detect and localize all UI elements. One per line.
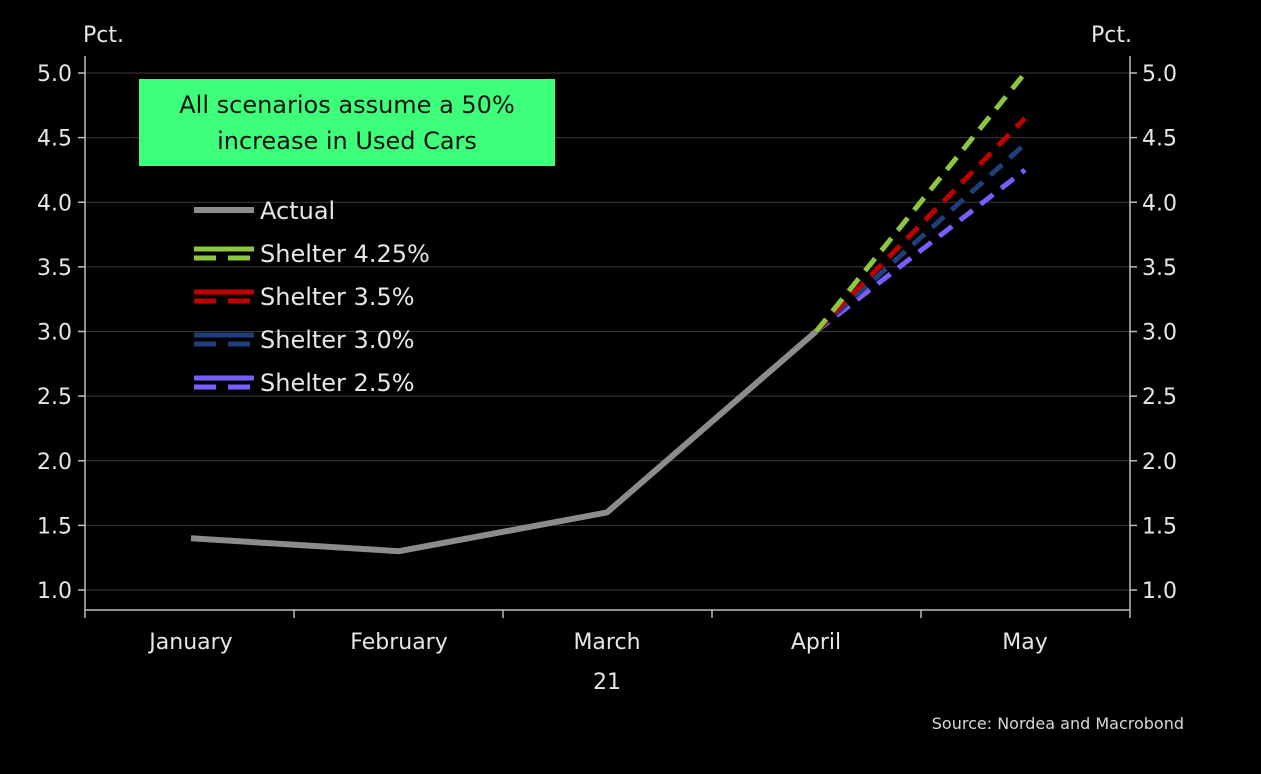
legend-label: Shelter 3.5% [260, 283, 415, 311]
annotation-box: All scenarios assume a 50% increase in Us… [139, 79, 555, 166]
y-tick-label-left: 2.5 [37, 385, 72, 410]
series-lines [190, 71, 1027, 555]
y-tick-label-left: 3.0 [37, 321, 72, 346]
y-tick-label-right: 2.0 [1142, 450, 1177, 475]
y-tick-label-left: 3.5 [37, 256, 72, 281]
y-tick-label-left: 5.0 [37, 62, 72, 87]
legend-label: Shelter 2.5% [260, 369, 415, 397]
annotation-text: increase in Used Cars [217, 127, 477, 155]
y-unit-left: Pct. [83, 23, 124, 48]
y-tick-label-right: 1.0 [1142, 579, 1177, 604]
y-tick-label-right: 2.5 [1142, 385, 1177, 410]
x-tick-label: January [147, 630, 232, 655]
y-tick-label-right: 3.5 [1142, 256, 1177, 281]
x-tick-label: February [350, 630, 448, 655]
x-group-label: 21 [593, 670, 621, 695]
y-tick-label-left: 1.5 [37, 514, 72, 539]
y-tick-label-right: 3.0 [1142, 321, 1177, 346]
x-tick-label: March [573, 630, 640, 655]
y-tick-label-right: 4.5 [1142, 127, 1177, 152]
series-line-4 [814, 167, 1027, 334]
axes [78, 56, 1137, 618]
annotation-background [139, 79, 555, 166]
series-line-1 [814, 71, 1027, 334]
series-line-0 [190, 329, 818, 555]
x-tick-label: May [1002, 630, 1047, 655]
legend: Actual Shelter 4.25% Shelter 3.5% Shelter 3… [194, 197, 430, 397]
y-tick-label-right: 5.0 [1142, 62, 1177, 87]
gridlines [85, 72, 1130, 591]
y-tick-label-left: 1.0 [37, 579, 72, 604]
annotation-text: All scenarios assume a 50% [179, 91, 515, 119]
y-tick-label-left: 4.5 [37, 127, 72, 152]
series-line-2 [814, 116, 1027, 334]
x-tick-label: April [791, 630, 841, 655]
legend-label: Actual [260, 197, 335, 225]
y-tick-label-left: 4.0 [37, 191, 72, 216]
y-tick-label-left: 2.0 [37, 450, 72, 475]
legend-label: Shelter 4.25% [260, 240, 430, 268]
y-tick-label-right: 4.0 [1142, 191, 1177, 216]
y-unit-right: Pct. [1091, 23, 1132, 48]
legend-label: Shelter 3.0% [260, 326, 415, 354]
y-tick-label-right: 1.5 [1142, 514, 1177, 539]
series-line-3 [814, 142, 1027, 334]
chart-labels: 1.0 1.0 1.5 1.5 2.0 2.0 2.5 2.5 3.0 3.0 3.5 3.5 4.0 4… [37, 23, 1184, 733]
source-note: Source: Nordea and Macrobond [932, 714, 1184, 733]
